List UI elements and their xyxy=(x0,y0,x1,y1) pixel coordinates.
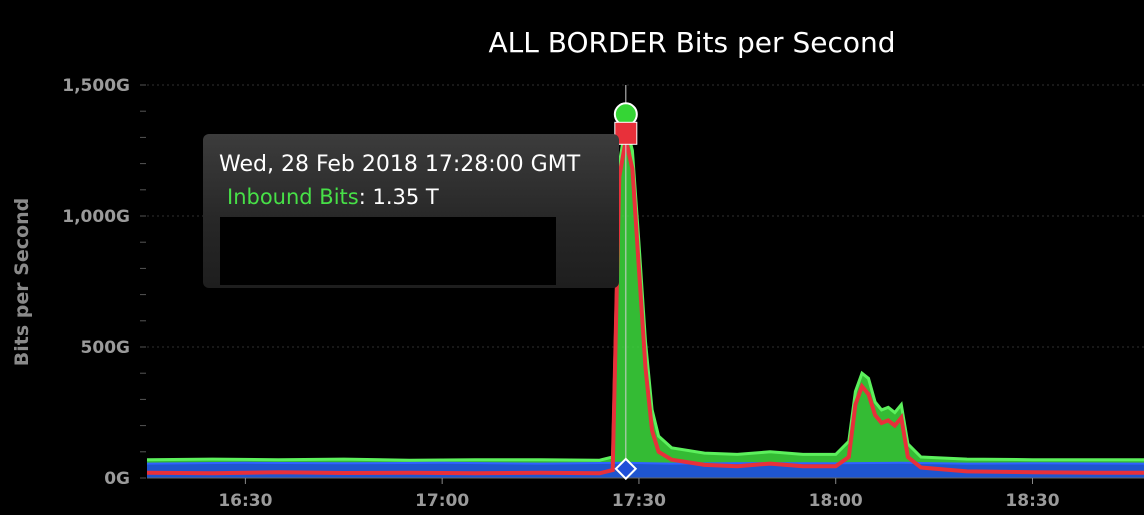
tooltip-value: 1.35 T xyxy=(372,185,439,209)
red-point-marker xyxy=(614,121,638,145)
x-axis-ticks: 16:30 17:00 17:30 18:00 18:30 xyxy=(147,477,1144,511)
x-tick-label: 18:30 xyxy=(1005,491,1059,511)
red-series-line xyxy=(146,139,1144,476)
redacted-block xyxy=(220,217,556,285)
tooltip-series-name: Inbound Bits xyxy=(227,185,359,209)
chart-title: ALL BORDER Bits per Second xyxy=(489,26,896,59)
x-tick-label: 18:00 xyxy=(809,491,863,511)
data-tooltip: Wed, 28 Feb 2018 17:28:00 GMT Inbound Bi… xyxy=(203,134,619,288)
tooltip-row: Inbound Bits: 1.35 T xyxy=(219,182,603,212)
inbound-line xyxy=(146,123,1144,462)
y-tick-label: 1,500G xyxy=(62,76,130,96)
blue-series-line xyxy=(146,461,1144,465)
y-tick-label: 0G xyxy=(104,469,130,489)
x-tick-label: 17:00 xyxy=(415,491,469,511)
series-layer xyxy=(146,123,1144,479)
blue-point-marker xyxy=(614,457,638,481)
x-tick-label: 17:30 xyxy=(612,491,666,511)
x-tick-label: 16:30 xyxy=(218,491,272,511)
highlight-markers xyxy=(613,85,638,481)
y-tick-label: 500G xyxy=(81,338,130,358)
tooltip-separator: : xyxy=(358,185,366,209)
inbound-area xyxy=(147,124,1144,479)
y-tick-label: 1,000G xyxy=(62,207,130,227)
y-axis-label: Bits per Second xyxy=(11,198,33,367)
tooltip-date: Wed, 28 Feb 2018 17:28:00 GMT xyxy=(219,152,581,177)
y-axis-ticks: 0G 500G 1,000G 1,500G xyxy=(62,76,146,489)
